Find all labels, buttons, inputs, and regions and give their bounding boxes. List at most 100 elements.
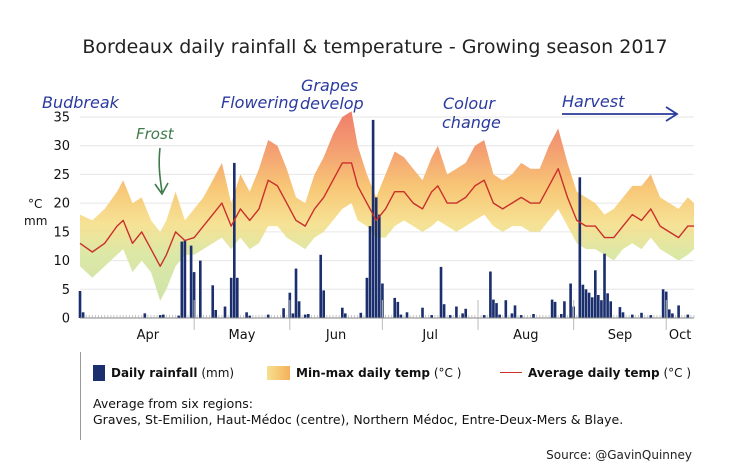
rain-bar — [649, 315, 653, 318]
rain-bar — [396, 301, 400, 318]
legend-temp-unit: (°C ) — [433, 366, 462, 380]
y-tick-label: 20 — [53, 197, 70, 212]
rain-bar — [482, 315, 486, 318]
rain-swatch — [93, 365, 105, 381]
x-month-label: May — [229, 328, 256, 343]
rain-bar — [307, 314, 310, 318]
rain-bar — [378, 214, 381, 318]
regions-note-line2: Graves, St-Emilion, Haut-Médoc (centre),… — [93, 412, 624, 427]
rain-bar — [162, 314, 165, 318]
rain-bar — [581, 284, 585, 318]
y-tick-label: 30 — [53, 139, 70, 154]
rain-bar — [180, 241, 184, 318]
rain-bar — [677, 305, 680, 318]
temp-swatch — [267, 366, 290, 380]
rain-bar — [199, 260, 202, 318]
chart-title: Bordeaux daily rainfall & temperature - … — [82, 36, 668, 58]
rain-bar — [223, 306, 227, 318]
rain-bar — [492, 299, 495, 318]
rain-bar — [504, 300, 508, 318]
rain-bar — [618, 307, 622, 318]
rain-bar — [405, 312, 409, 318]
rain-bar — [439, 266, 443, 318]
rain-bar — [563, 301, 566, 318]
annotation-frost: Frost — [136, 125, 175, 143]
rain-bar — [371, 119, 375, 319]
rain-bar — [686, 314, 690, 318]
rain-bar — [532, 314, 535, 318]
rain-bar — [671, 313, 674, 318]
annotation-flowering: Flowering — [221, 93, 299, 112]
rain-bar — [282, 308, 285, 318]
annotation-harvest: Harvest — [562, 92, 625, 111]
legend-avg-label: Average daily temp — [528, 366, 660, 380]
rain-bar — [464, 308, 468, 318]
annotation-colour-change-line2: change — [442, 113, 501, 132]
legend-rain: Daily rainfall (mm) — [111, 366, 234, 380]
rain-bar — [229, 277, 233, 318]
rain-bar — [248, 315, 252, 318]
annotation-colour-change-line1: Colour — [443, 94, 496, 113]
rain-bar — [661, 289, 665, 318]
x-month-label: Sep — [608, 328, 633, 343]
frost-arrow — [154, 147, 169, 196]
rain-bar — [374, 197, 378, 318]
y-tick-label: 10 — [53, 254, 70, 269]
y-unit-celsius: °C — [28, 197, 43, 211]
rain-bar — [519, 315, 523, 318]
rain-bar — [448, 315, 452, 318]
rain-bar — [399, 314, 403, 318]
rain-bar — [550, 299, 554, 318]
avg-swatch — [500, 372, 522, 373]
rain-bar — [584, 289, 588, 318]
rain-bar — [291, 313, 295, 318]
y-tick-label: 15 — [53, 225, 70, 240]
rain-bar — [245, 312, 248, 318]
rain-bar — [455, 306, 458, 318]
rain-bar — [368, 226, 372, 318]
rain-bar — [569, 283, 572, 318]
legend-temp: Min-max daily temp (°C ) — [296, 366, 461, 380]
rain-bar — [214, 310, 218, 318]
legend-avg-unit: (°C ) — [663, 366, 692, 380]
y-tick-label: 35 — [53, 111, 70, 126]
rain-bar — [590, 297, 594, 318]
rain-bar — [297, 301, 301, 318]
rain-bar — [359, 312, 363, 318]
rain-bar — [461, 313, 464, 318]
rain-bar — [421, 307, 424, 318]
rain-bar — [81, 312, 85, 318]
rain-bar — [442, 304, 446, 318]
rain-bar — [553, 301, 557, 318]
harvest-arrow — [562, 106, 679, 122]
axis-layer: 0 5 10 15 20 25 30 35 Apr May Jun Jul Aug Sep Oct — [53, 111, 694, 343]
rain-bar — [158, 315, 162, 318]
avg-line-layer — [79, 162, 694, 267]
y-unit-mm: mm — [24, 214, 48, 228]
legend-avg: Average daily temp (°C ) — [528, 366, 691, 380]
rain-bar — [189, 245, 193, 318]
x-month-label: Jul — [421, 328, 438, 343]
rain-bar — [640, 312, 643, 318]
rain-bar — [183, 240, 187, 318]
rain-bar — [489, 271, 492, 318]
rain-bar — [430, 315, 434, 318]
annotation-grapes-develop-line2: develop — [300, 94, 364, 113]
rain-bar — [606, 293, 609, 318]
y-tick-label: 5 — [62, 283, 70, 298]
rain-bars-layer — [78, 119, 690, 319]
rain-bar — [560, 314, 563, 318]
rain-bar — [143, 313, 147, 318]
legend-rain-unit: (mm) — [201, 366, 235, 380]
rain-bar — [177, 315, 181, 318]
rain-bar — [319, 254, 323, 318]
source-credit: Source: @GavinQuinney — [546, 448, 692, 462]
rain-bar — [211, 285, 215, 318]
rain-bar — [78, 291, 82, 318]
annotation-budbreak: Budbreak — [42, 93, 120, 112]
rain-bar — [344, 313, 347, 318]
x-month-label: Apr — [137, 328, 160, 343]
rain-bar — [341, 307, 344, 318]
